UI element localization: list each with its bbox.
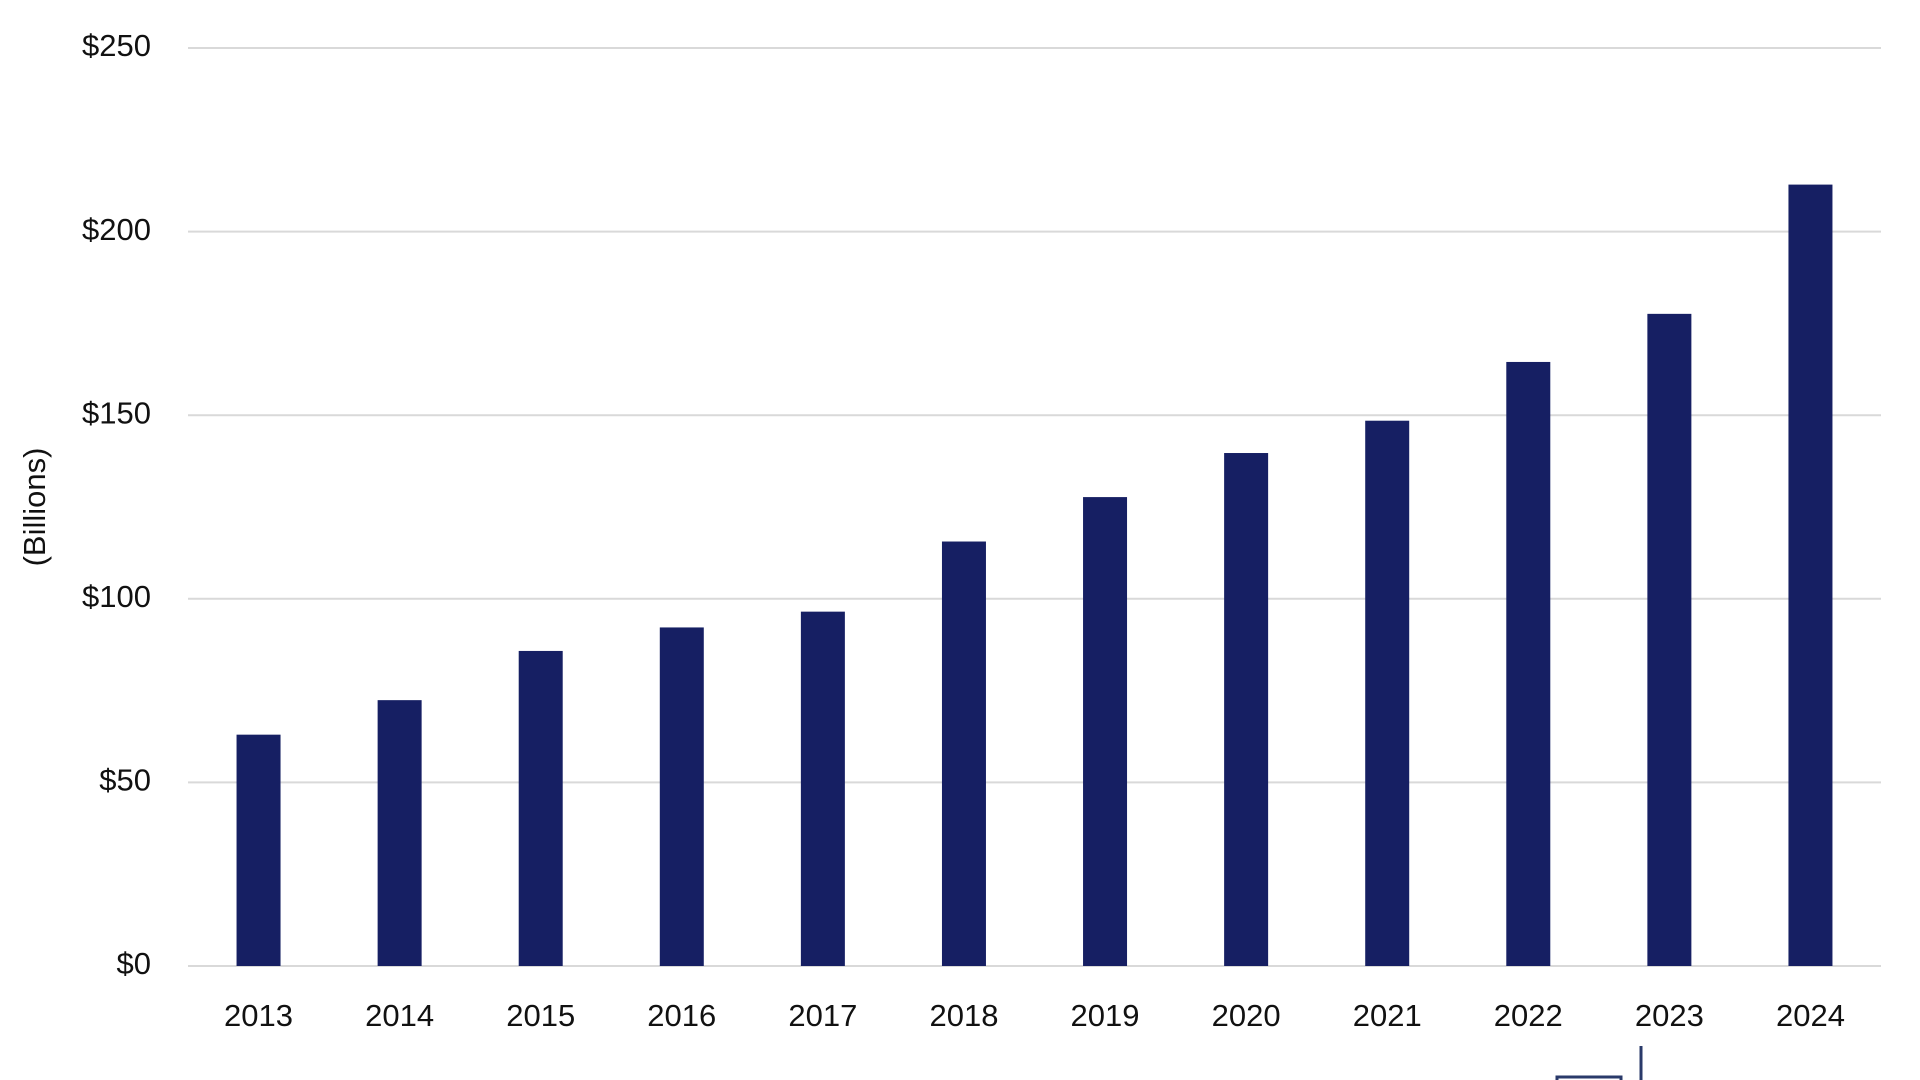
logo bbox=[1555, 1046, 1643, 1080]
x-tick-label: 2021 bbox=[1353, 998, 1422, 1033]
x-tick-label: 2017 bbox=[788, 998, 857, 1033]
y-tick-label: $250 bbox=[82, 28, 151, 63]
x-tick-label: 2020 bbox=[1212, 998, 1281, 1033]
y-axis-label: (Billions) bbox=[17, 448, 52, 567]
y-tick-label: $200 bbox=[82, 212, 151, 247]
x-tick-label: 2023 bbox=[1635, 998, 1704, 1033]
bar bbox=[1224, 453, 1269, 966]
bar bbox=[1083, 497, 1128, 966]
bar bbox=[377, 700, 422, 966]
y-tick-label: $150 bbox=[82, 395, 151, 430]
x-tick-label: 2014 bbox=[365, 998, 434, 1033]
y-tick-label: $50 bbox=[99, 763, 151, 798]
x-tick-label: 2022 bbox=[1494, 998, 1563, 1033]
x-tick-label: 2013 bbox=[224, 998, 293, 1033]
bar bbox=[659, 627, 704, 966]
bar bbox=[1647, 313, 1692, 967]
bar bbox=[1506, 361, 1551, 966]
bar bbox=[236, 734, 281, 966]
bar bbox=[1788, 184, 1833, 967]
y-tick-label: $0 bbox=[117, 946, 151, 981]
x-tick-label: 2016 bbox=[647, 998, 716, 1033]
bar bbox=[1365, 420, 1410, 966]
logo-box bbox=[1555, 1075, 1623, 1080]
x-tick-label: 2018 bbox=[929, 998, 998, 1033]
bar bbox=[518, 650, 563, 966]
bar bbox=[800, 611, 845, 966]
x-tick-label: 2015 bbox=[506, 998, 575, 1033]
bar bbox=[941, 541, 986, 966]
x-tick-label: 2019 bbox=[1071, 998, 1140, 1033]
y-tick-label: $100 bbox=[82, 579, 151, 614]
x-tick-label: 2024 bbox=[1776, 998, 1845, 1033]
